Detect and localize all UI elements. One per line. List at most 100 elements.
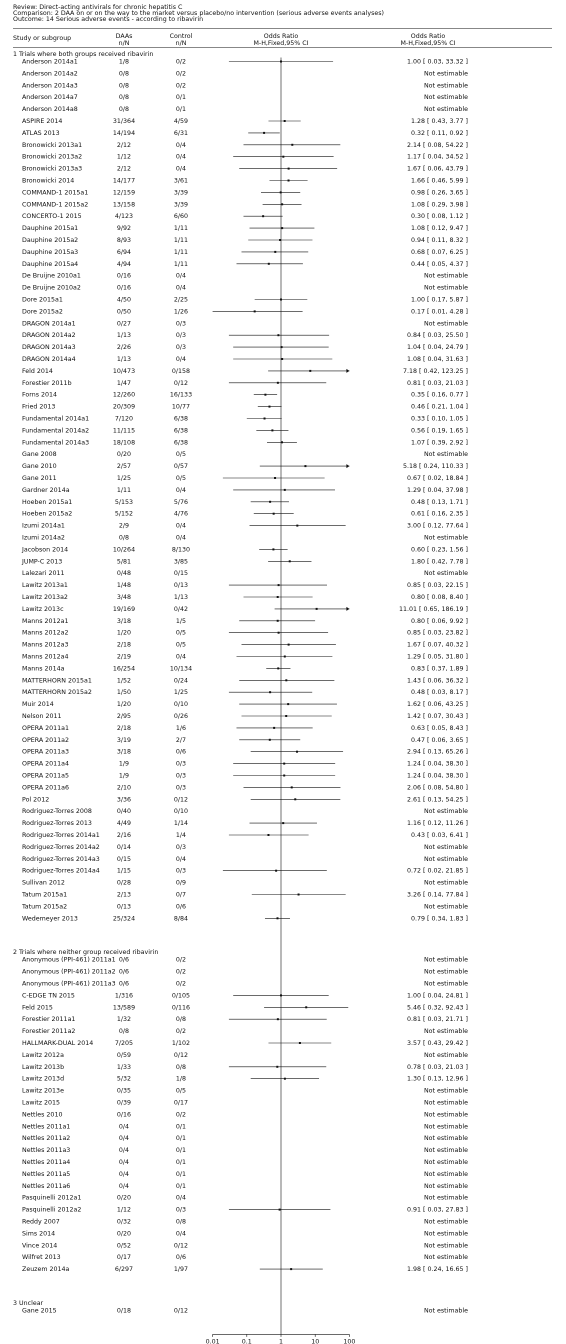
estimate-label: 2.61 [ 0.13, 54.25 ] [407, 796, 468, 803]
odds-ratio-point [275, 869, 278, 872]
control-count: 2/25 [174, 297, 188, 304]
control-count: 10/77 [172, 404, 190, 411]
daas-count: 0/16 [117, 285, 131, 292]
daas-count: 0/32 [117, 1219, 131, 1226]
estimate-label: 1.30 [ 0.13, 12.96 ] [407, 1076, 468, 1083]
study-name: COMMAND-1 2015a1 [22, 189, 88, 196]
study-name: Muir 2014 [22, 701, 54, 708]
control-count: 0/2 [176, 82, 186, 89]
daas-count: 5/152 [115, 511, 133, 518]
daas-count: 1/9 [119, 773, 129, 780]
control-count: 0/1 [176, 1135, 186, 1142]
estimate-label: Not estimable [424, 1111, 468, 1118]
odds-ratio-point [276, 381, 279, 384]
study-name: Bronowicki 2014 [22, 178, 74, 185]
estimate-label: Not estimable [424, 1242, 468, 1249]
study-name: Pasquinelli 2012a2 [22, 1207, 81, 1214]
control-count: 0/5 [176, 1088, 186, 1095]
estimate-label: 0.30 [ 0.08, 1.12 ] [411, 213, 468, 220]
odds-ratio-point [298, 1042, 301, 1044]
estimate-label: Not estimable [424, 1230, 468, 1237]
estimate-label: Not estimable [424, 70, 468, 77]
study-name: Lawitz 2013e [22, 1088, 64, 1095]
daas-count: 0/8 [119, 94, 129, 101]
estimate-label: Not estimable [424, 1171, 468, 1178]
odds-ratio-point [296, 750, 299, 753]
x-tick-label: 0.01 [206, 1338, 220, 1344]
control-count: 0/42 [174, 606, 188, 613]
control-count: 0/3 [176, 344, 186, 351]
odds-ratio-point [274, 477, 277, 479]
daas-count: 0/13 [117, 903, 131, 910]
control-count: 0/5 [176, 475, 186, 482]
control-count: 0/4 [176, 535, 186, 542]
study-name: Wilfret 2013 [22, 1254, 61, 1261]
estimate-label: 1.08 [ 0.04, 31.63 ] [407, 356, 468, 363]
study-name: Gane 2011 [22, 475, 57, 482]
control-count: 0/4 [176, 356, 186, 363]
daas-count: 2/95 [117, 713, 131, 720]
odds-ratio-point [290, 1268, 293, 1271]
daas-count: 4/50 [117, 297, 131, 304]
odds-ratio-point [291, 143, 294, 146]
estimate-label: 1.08 [ 0.12, 9.47 ] [411, 225, 468, 232]
daas-count: 2/9 [119, 523, 129, 530]
estimate-label: 1.07 [ 0.39, 2.92 ] [411, 439, 468, 446]
control-count: 4/76 [174, 511, 188, 518]
control-count: 0/12 [174, 1242, 188, 1249]
study-name: Lawitz 2013c [22, 606, 64, 613]
control-count: 0/2 [176, 957, 186, 964]
control-count: 0/7 [176, 892, 186, 899]
study-name: Nettles 2011a3 [22, 1147, 70, 1154]
control-count: 1/8 [176, 1076, 186, 1083]
estimate-label: 0.32 [ 0.11, 0.92 ] [411, 130, 468, 137]
daas-count: 13/589 [113, 1004, 135, 1011]
daas-count: 1/13 [117, 356, 131, 363]
daas-count: 0/18 [117, 1308, 131, 1315]
estimate-label: 1.00 [ 0.03, 33.32 ] [407, 59, 468, 66]
odds-ratio-point [290, 786, 293, 789]
estimate-label: 0.80 [ 0.06, 9.92 ] [411, 618, 468, 625]
study-name: Nettles 2011a5 [22, 1171, 70, 1178]
odds-ratio-point [267, 834, 270, 836]
control-count: 0/3 [176, 320, 186, 327]
daas-count: 11/115 [113, 427, 135, 434]
estimate-label: 1.04 [ 0.04, 24.79 ] [407, 344, 468, 351]
estimate-label: 2.06 [ 0.08, 54.80 ] [407, 784, 468, 791]
daas-count: 0/50 [117, 308, 131, 315]
estimate-label: Not estimable [424, 273, 468, 280]
daas-count: 3/36 [117, 796, 131, 803]
control-count: 0/1 [176, 1171, 186, 1178]
study-name: Anderson 2014a2 [22, 70, 78, 77]
study-name: Manns 2012a4 [22, 654, 68, 661]
estimate-label: 5.46 [ 0.32, 92.43 ] [407, 1004, 468, 1011]
study-name: Sullivan 2012 [22, 880, 65, 887]
control-count: 6/38 [174, 439, 188, 446]
odds-ratio-point [288, 560, 291, 563]
study-name: Fried 2013 [22, 404, 55, 411]
control-count: 0/4 [176, 273, 186, 280]
study-name: DRAGON 2014a1 [22, 320, 76, 327]
odds-ratio-point [274, 250, 277, 253]
estimate-label: Not estimable [424, 969, 468, 976]
study-name: OPERA 2011a6 [22, 784, 69, 791]
column-header: Study or subgroup [13, 35, 71, 42]
estimate-label: Not estimable [424, 1147, 468, 1154]
header-line: Outcome: 14 Serious adverse events - acc… [13, 16, 203, 23]
study-name: C-EDGE TN 2015 [22, 992, 75, 999]
daas-count: 2/12 [117, 142, 131, 149]
daas-count: 0/48 [117, 570, 131, 577]
control-count: 8/130 [172, 546, 190, 553]
daas-count: 0/35 [117, 1088, 131, 1095]
estimate-label: Not estimable [424, 1123, 468, 1130]
estimate-label: Not estimable [424, 808, 468, 815]
estimate-label: 1.43 [ 0.06, 36.32 ] [407, 677, 468, 684]
study-name: Rodriguez-Torres 2014a2 [22, 844, 100, 851]
control-count: 0/12 [174, 796, 188, 803]
daas-count: 12/260 [113, 392, 135, 399]
control-count: 0/1 [176, 106, 186, 113]
study-name: Nettles 2011a6 [22, 1183, 70, 1190]
control-count: 0/8 [176, 1064, 186, 1071]
study-name: Anonymous (PPI-461) 2011a3 [22, 981, 116, 988]
